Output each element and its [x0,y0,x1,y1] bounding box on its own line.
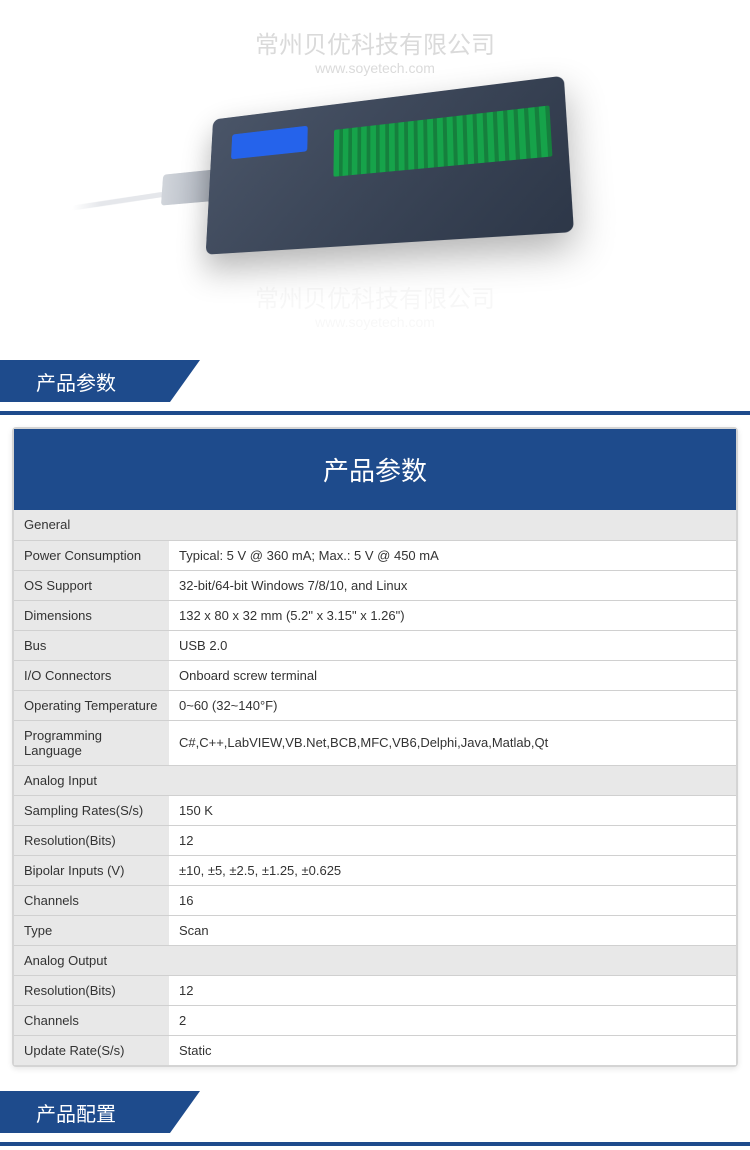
watermark-url-2: www.soyetech.com [255,314,495,330]
spec-row-label: Bus [14,630,169,660]
section-header-specs: 产品参数 [0,360,200,402]
watermark-bottom: 常州贝优科技有限公司 www.soyetech.com [255,279,495,330]
spec-container: 产品参数 GeneralPower ConsumptionTypical: 5 … [12,427,738,1067]
spec-row-label: OS Support [14,570,169,600]
spec-row: Programming LanguageC#,C++,LabVIEW,VB.Ne… [14,720,736,765]
spec-row-label: Bipolar Inputs (V) [14,855,169,885]
spec-row-label: Resolution(Bits) [14,825,169,855]
section-header-config-text: 产品配置 [36,1098,116,1127]
product-image-area: 常州贝优科技有限公司 www.soyetech.com 常州贝优科技有限公司 w… [0,0,750,360]
spec-row: Bipolar Inputs (V)±10, ±5, ±2.5, ±1.25, … [14,855,736,885]
spec-row: Channels16 [14,885,736,915]
spec-row-value: Static [169,1035,736,1065]
spec-category-label: Analog Input [14,765,736,795]
spec-row-value: ±10, ±5, ±2.5, ±1.25, ±0.625 [169,855,736,885]
spec-row-value: 132 x 80 x 32 mm (5.2" x 3.15" x 1.26") [169,600,736,630]
section-header-specs-text: 产品参数 [36,367,116,396]
device-brand-label [231,126,308,160]
spec-row: BusUSB 2.0 [14,630,736,660]
spec-row: Channels2 [14,1005,736,1035]
section-header-line-2 [0,1142,750,1146]
spec-row-value: 2 [169,1005,736,1035]
spec-row-label: I/O Connectors [14,660,169,690]
watermark-company: 常州贝优科技有限公司 [255,32,495,59]
spec-row-value: Onboard screw terminal [169,660,736,690]
spec-row-value: 12 [169,975,736,1005]
section-header-config: 产品配置 [0,1091,200,1133]
section-header-config-wrapper: 产品配置 [0,1091,750,1146]
spec-row: Sampling Rates(S/s)150 K [14,795,736,825]
spec-row-value: USB 2.0 [169,630,736,660]
spec-row-label: Type [14,915,169,945]
spec-row-label: Dimensions [14,600,169,630]
spec-row-label: Resolution(Bits) [14,975,169,1005]
spec-row-value: C#,C++,LabVIEW,VB.Net,BCB,MFC,VB6,Delphi… [169,720,736,765]
watermark-url: www.soyetech.com [255,60,495,76]
spec-row-label: Programming Language [14,720,169,765]
spec-row-value: 16 [169,885,736,915]
section-header-specs-wrapper: 产品参数 [0,360,750,415]
watermark-company-2: 常州贝优科技有限公司 [255,286,495,313]
spec-category-row: Analog Input [14,765,736,795]
spec-category-label: Analog Output [14,945,736,975]
spec-title-text: 产品参数 [323,456,427,486]
spec-row-value: 12 [169,825,736,855]
spec-row-label: Operating Temperature [14,690,169,720]
product-device-mockup [206,76,574,255]
spec-row-value: 150 K [169,795,736,825]
spec-category-label: General [14,510,736,540]
spec-row: Dimensions132 x 80 x 32 mm (5.2" x 3.15"… [14,600,736,630]
spec-row-value: Scan [169,915,736,945]
spec-category-row: General [14,510,736,540]
spec-row: Operating Temperature0~60 (32~140°F) [14,690,736,720]
watermark-top: 常州贝优科技有限公司 www.soyetech.com [255,25,495,76]
spec-row: OS Support32-bit/64-bit Windows 7/8/10, … [14,570,736,600]
spec-category-row: Analog Output [14,945,736,975]
spec-row: Resolution(Bits)12 [14,825,736,855]
spec-row: Update Rate(S/s)Static [14,1035,736,1065]
spec-table: GeneralPower ConsumptionTypical: 5 V @ 3… [14,510,736,1065]
spec-row: Power ConsumptionTypical: 5 V @ 360 mA; … [14,540,736,570]
device-body [206,76,574,255]
device-terminal-block [333,105,552,176]
spec-row: TypeScan [14,915,736,945]
spec-row-label: Channels [14,1005,169,1035]
spec-row: I/O ConnectorsOnboard screw terminal [14,660,736,690]
spec-row-label: Update Rate(S/s) [14,1035,169,1065]
spec-row-value: Typical: 5 V @ 360 mA; Max.: 5 V @ 450 m… [169,540,736,570]
spec-row-label: Sampling Rates(S/s) [14,795,169,825]
section-header-line [0,411,750,415]
device-cable [72,190,169,210]
spec-row-value: 0~60 (32~140°F) [169,690,736,720]
spec-row: Resolution(Bits)12 [14,975,736,1005]
spec-row-value: 32-bit/64-bit Windows 7/8/10, and Linux [169,570,736,600]
spec-row-label: Power Consumption [14,540,169,570]
spec-title-bar: 产品参数 [14,429,736,510]
spec-row-label: Channels [14,885,169,915]
